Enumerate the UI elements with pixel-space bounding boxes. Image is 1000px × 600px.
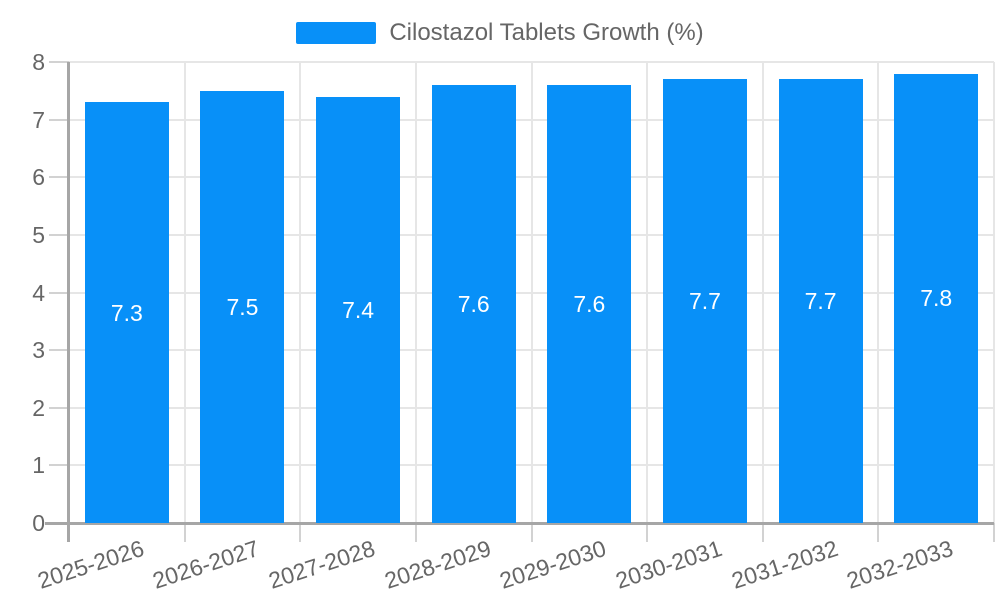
y-axis-tick bbox=[49, 406, 69, 409]
x-axis-tick bbox=[414, 523, 417, 542]
x-grid-line bbox=[877, 62, 880, 523]
bar-value-label: 7.7 bbox=[688, 288, 721, 315]
x-axis-tick bbox=[299, 523, 302, 542]
x-grid-line bbox=[646, 62, 649, 523]
x-axis-tick bbox=[530, 523, 533, 542]
x-axis-tick bbox=[877, 523, 880, 542]
y-axis-tick bbox=[49, 464, 69, 467]
bar[interactable] bbox=[431, 85, 516, 523]
bar[interactable] bbox=[662, 79, 747, 523]
bar-value-label: 7.7 bbox=[804, 288, 837, 315]
bar-value-label: 7.5 bbox=[226, 293, 259, 320]
y-axis-tick-label: 7 bbox=[32, 106, 45, 133]
bar[interactable] bbox=[894, 73, 979, 523]
y-axis-tick bbox=[49, 233, 69, 236]
bar[interactable] bbox=[200, 90, 285, 523]
y-axis-tick-label: 2 bbox=[32, 394, 45, 421]
y-axis-tick-label: 8 bbox=[32, 49, 45, 75]
y-axis-tick bbox=[49, 349, 69, 352]
y-axis-line bbox=[67, 62, 70, 542]
x-axis-tick bbox=[183, 523, 186, 542]
bar-value-label: 7.8 bbox=[920, 285, 953, 312]
legend-color-swatch bbox=[296, 22, 377, 44]
x-axis-tick bbox=[993, 523, 995, 542]
y-axis-tick-label: 3 bbox=[32, 337, 45, 364]
x-axis-category-label: 2025-2026 bbox=[34, 535, 147, 594]
bar[interactable] bbox=[316, 96, 401, 523]
x-axis-category-label: 2027-2028 bbox=[265, 535, 379, 594]
y-axis-tick bbox=[49, 291, 69, 294]
y-axis-tick bbox=[49, 176, 69, 179]
bar-value-label: 7.4 bbox=[342, 296, 375, 323]
x-axis-tick bbox=[646, 523, 649, 542]
chart-legend[interactable]: Cilostazol Tablets Growth (%) bbox=[0, 16, 1000, 50]
y-axis-tick-label: 0 bbox=[32, 510, 45, 536]
x-grid-line bbox=[183, 62, 186, 523]
bar[interactable] bbox=[84, 102, 169, 523]
x-axis-category-label: 2032-2033 bbox=[843, 535, 957, 594]
y-axis-tick-label: 5 bbox=[32, 221, 45, 248]
x-axis-tick bbox=[761, 523, 764, 542]
bar-value-label: 7.3 bbox=[110, 299, 143, 326]
y-axis-tick-label: 1 bbox=[32, 452, 45, 479]
bar-value-label: 7.6 bbox=[573, 291, 606, 318]
x-axis-line bbox=[45, 522, 994, 525]
x-axis-category-label: 2028-2029 bbox=[381, 535, 494, 594]
x-axis-category-label: 2029-2030 bbox=[496, 535, 610, 594]
legend-label: Cilostazol Tablets Growth (%) bbox=[389, 19, 704, 46]
bar[interactable] bbox=[547, 85, 632, 523]
bar[interactable] bbox=[778, 79, 863, 523]
x-grid-line bbox=[414, 62, 417, 523]
x-axis-category-label: 2026-2027 bbox=[149, 535, 263, 594]
y-axis-tick-label: 6 bbox=[32, 164, 45, 191]
y-axis-tick-label: 4 bbox=[32, 279, 45, 306]
x-grid-line bbox=[993, 62, 995, 523]
x-axis-category-label: 2030-2031 bbox=[612, 535, 725, 594]
x-grid-line bbox=[761, 62, 764, 523]
x-axis-category-label: 2031-2032 bbox=[727, 535, 841, 594]
y-axis-tick bbox=[49, 118, 69, 121]
bar-value-label: 7.6 bbox=[457, 291, 490, 318]
x-grid-line bbox=[299, 62, 302, 523]
y-axis-tick bbox=[49, 61, 69, 63]
x-grid-line bbox=[530, 62, 533, 523]
